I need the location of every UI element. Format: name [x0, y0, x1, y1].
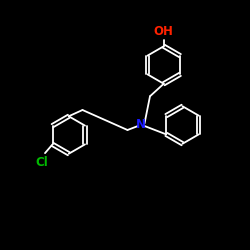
Text: N: N: [136, 118, 146, 132]
Text: OH: OH: [154, 25, 174, 38]
Text: Cl: Cl: [35, 156, 48, 170]
